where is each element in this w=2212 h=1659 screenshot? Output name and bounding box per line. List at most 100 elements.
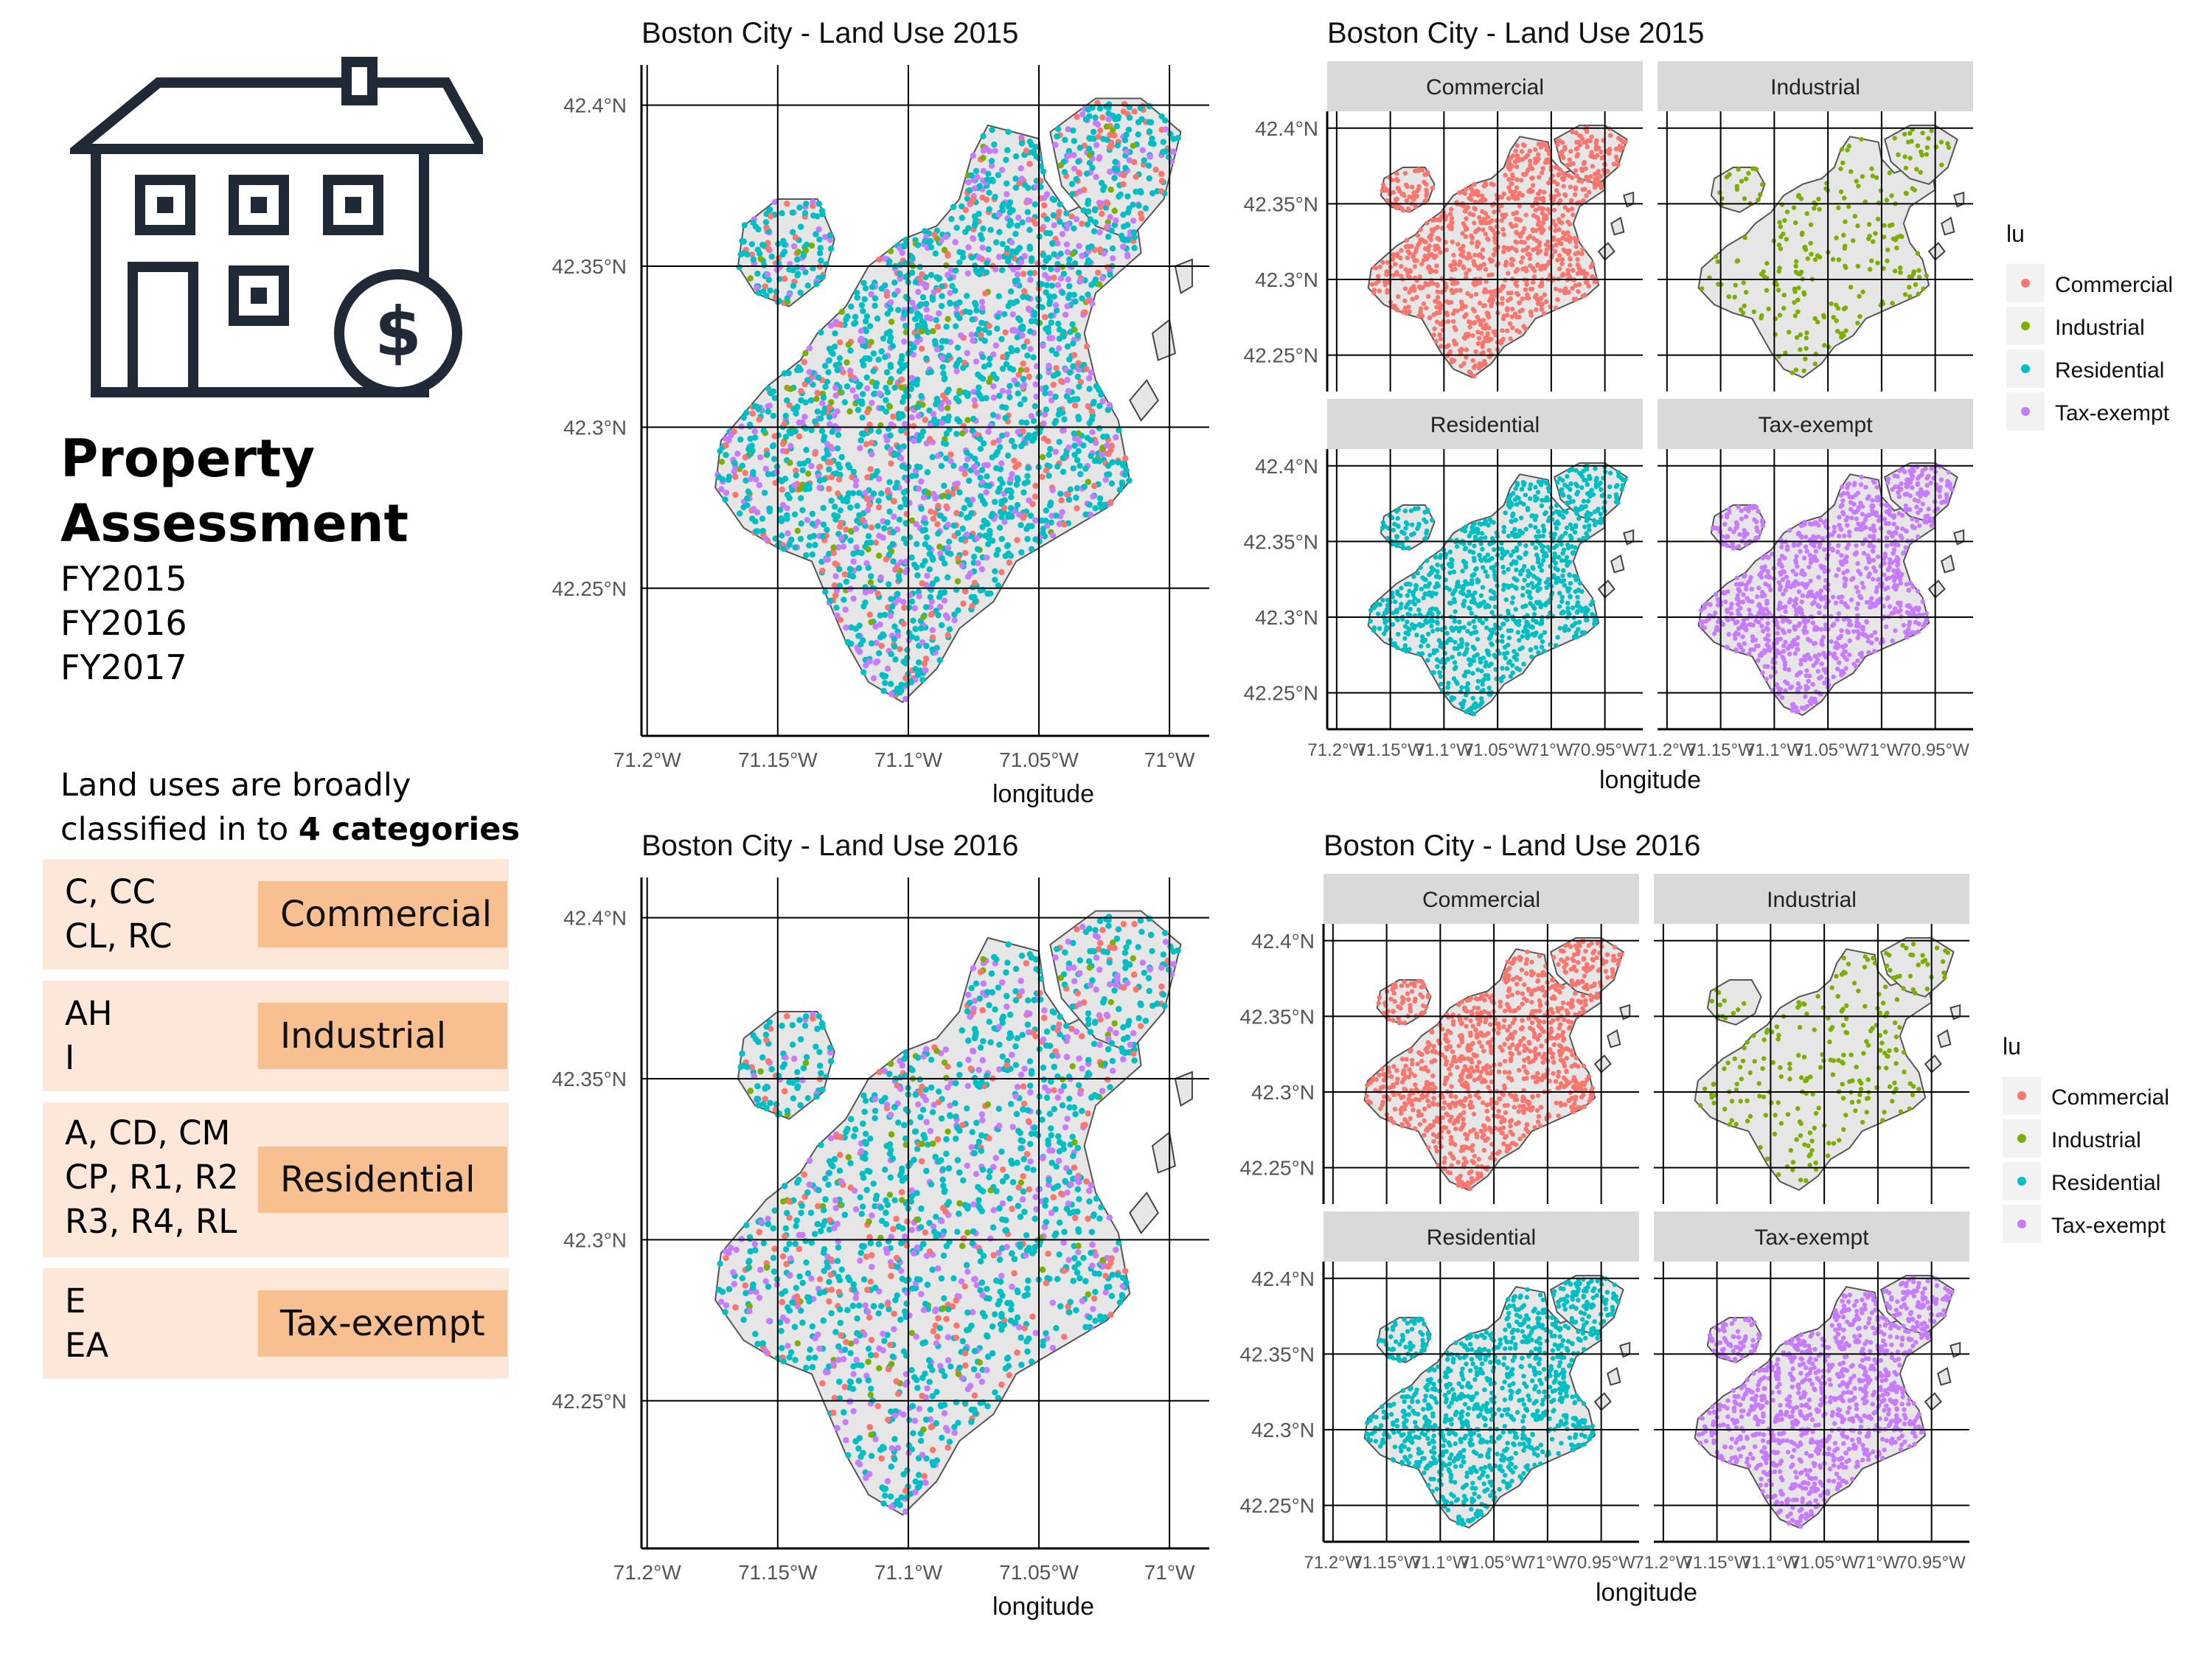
map-point-residential	[1520, 480, 1526, 485]
map-point-residential	[1070, 127, 1077, 134]
map-point-residential	[1514, 657, 1519, 662]
map-point-residential	[1091, 206, 1099, 214]
map-point-residential	[965, 225, 972, 232]
map-point-residential	[1028, 142, 1035, 148]
map-point-commercial	[1513, 148, 1518, 153]
map-point-residential	[1425, 643, 1430, 649]
intro-text: Land uses are broadly classified in to 4…	[60, 763, 532, 852]
map-point-commercial	[1540, 220, 1546, 226]
map-point-commercial	[1478, 263, 1484, 268]
map-point-residential	[941, 376, 948, 383]
map-point-commercial	[1574, 237, 1580, 243]
map-point-residential	[802, 425, 809, 432]
map-point-residential	[901, 243, 908, 250]
map-point-residential	[1485, 650, 1491, 656]
map-point-residential	[1501, 524, 1507, 530]
map-point-commercial	[1452, 324, 1457, 330]
map-point-residential	[1461, 586, 1466, 592]
map-point-tax-exempt	[1019, 333, 1026, 339]
map-point-commercial	[1396, 294, 1401, 299]
map-point-residential	[1045, 328, 1052, 335]
map-point-residential	[928, 369, 935, 375]
map-point-residential	[1554, 643, 1559, 648]
map-point-residential	[860, 391, 866, 397]
map-point-commercial	[1486, 273, 1492, 278]
map-point-residential	[945, 386, 952, 393]
map-point-commercial	[1562, 248, 1568, 254]
map-point-residential	[988, 158, 995, 164]
map-point-commercial	[1503, 212, 1509, 218]
map-point-commercial	[1385, 269, 1390, 274]
map-point-residential	[1006, 199, 1014, 206]
map-point-residential	[1485, 552, 1491, 557]
map-point-residential	[860, 307, 866, 315]
map-point-residential	[1540, 524, 1546, 529]
map-point-commercial	[1524, 268, 1529, 274]
map-point-residential	[852, 313, 859, 320]
map-point-tax-exempt	[930, 411, 937, 417]
map-point-residential	[852, 625, 859, 632]
map-point-industrial	[1804, 346, 1809, 351]
map-point-residential	[1412, 596, 1418, 601]
map-point-tax-exempt	[970, 234, 976, 242]
map-point-residential	[830, 350, 836, 357]
map-point-residential	[818, 329, 824, 336]
map-point-residential	[1453, 665, 1458, 670]
map-point-residential	[1066, 356, 1073, 363]
map-point-residential	[883, 408, 890, 415]
map-point-tax-exempt	[916, 485, 922, 492]
map-point-commercial	[1489, 300, 1495, 306]
map-point-commercial	[1434, 282, 1440, 287]
map-point-tax-exempt	[987, 422, 994, 429]
map-point-residential	[1405, 593, 1411, 598]
map-point-residential	[1421, 639, 1427, 644]
map-point-commercial	[1518, 234, 1523, 239]
map-point-residential	[996, 444, 1004, 451]
map-point-residential	[1040, 168, 1047, 175]
map-point-industrial	[802, 247, 810, 254]
map-point-residential	[1027, 328, 1034, 335]
map-point-commercial	[1492, 252, 1497, 257]
map-point-commercial	[1480, 254, 1485, 260]
map-point-commercial	[1562, 192, 1568, 198]
map-point-residential	[1109, 245, 1116, 252]
map-point-commercial	[1481, 318, 1486, 323]
map-point-commercial	[1529, 175, 1534, 181]
map-point-commercial	[1596, 145, 1601, 150]
map-point-residential	[1019, 219, 1026, 226]
map-point-commercial	[986, 322, 992, 330]
map-point-residential	[1438, 644, 1443, 649]
map-point-residential	[954, 416, 961, 422]
map-point-tax-exempt	[1009, 239, 1015, 246]
map-point-commercial	[1414, 295, 1419, 300]
map-point-residential	[1571, 550, 1576, 555]
map-point-residential	[1456, 651, 1462, 657]
map-point-commercial	[1514, 328, 1520, 333]
map-point-residential	[752, 223, 759, 230]
map-point-tax-exempt	[870, 675, 877, 682]
map-point-industrial	[1742, 196, 1747, 201]
map-point-commercial	[1424, 305, 1429, 311]
map-point-residential	[1527, 594, 1532, 599]
map-point-residential	[992, 568, 998, 574]
map-point-residential	[765, 408, 772, 415]
map-point-industrial	[787, 386, 794, 392]
map-point-residential	[892, 656, 899, 663]
map-point-residential	[1502, 644, 1508, 650]
map-point-commercial	[1528, 313, 1534, 318]
map-point-commercial	[796, 433, 803, 440]
map-point-residential	[1480, 585, 1486, 590]
map-point-commercial	[1426, 282, 1431, 287]
map-point-residential	[891, 279, 898, 286]
map-point-residential	[1519, 515, 1524, 521]
map-point-commercial	[1483, 211, 1489, 216]
map-point-residential	[940, 439, 947, 447]
map-point-tax-exempt	[1079, 111, 1086, 118]
map-point-industrial	[808, 242, 815, 249]
map-point-residential	[960, 364, 967, 372]
map-point-tax-exempt	[1048, 512, 1055, 519]
map-point-residential	[1368, 619, 1373, 624]
map-point-residential	[869, 284, 876, 291]
map-point-commercial	[1472, 282, 1478, 288]
map-point-tax-exempt	[958, 465, 965, 472]
